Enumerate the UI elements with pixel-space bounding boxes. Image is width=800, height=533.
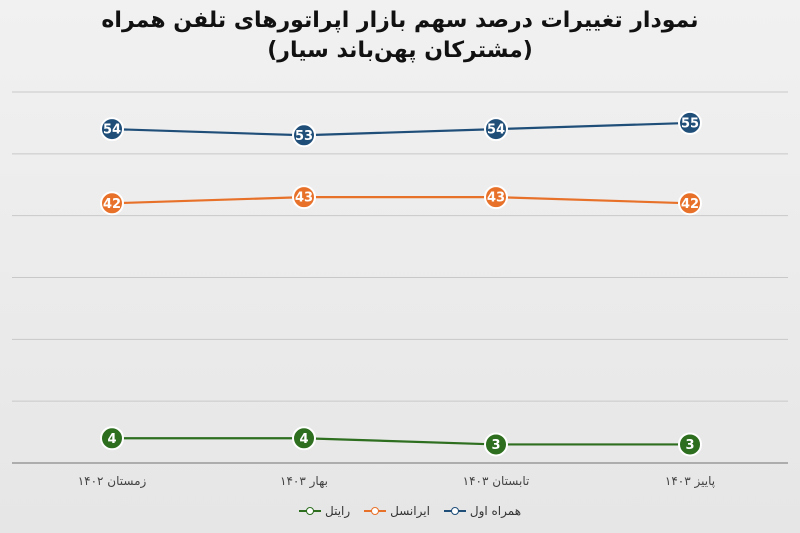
- data-label: 3: [685, 438, 694, 453]
- chart-title: نمودار تغییرات درصد سهم بازار اپراتورهای…: [101, 8, 699, 33]
- series-line: [111, 196, 691, 205]
- data-point: [100, 426, 124, 451]
- data-label: 55: [681, 116, 699, 131]
- data-label: 3: [491, 438, 500, 453]
- data-point: [292, 185, 316, 210]
- x-tick-label: بهار ۱۴۰۳: [280, 474, 328, 489]
- data-point: [678, 110, 702, 135]
- data-point: [292, 426, 316, 451]
- data-point: [678, 432, 702, 457]
- data-label: 42: [681, 197, 699, 212]
- legend-label: همراه اول: [469, 504, 522, 518]
- data-point: [484, 117, 508, 142]
- data-label: 43: [487, 191, 505, 206]
- x-tick-label: زمستان ۱۴۰۲: [78, 474, 147, 489]
- series-line: [111, 121, 691, 137]
- legend-item: همراه اول: [443, 504, 522, 518]
- legend-swatch: [299, 506, 321, 516]
- data-point: [100, 191, 124, 216]
- chart-title-block: نمودار تغییرات درصد سهم بازار اپراتورهای…: [0, 6, 800, 66]
- data-label: 42: [103, 197, 121, 212]
- chart-subtitle: (مشترکان پهن‌باند سیار): [267, 38, 533, 63]
- data-label: 43: [295, 191, 313, 206]
- chart-legend: همراه اول ایرانسل رایتل: [292, 500, 528, 522]
- data-point: [292, 123, 316, 148]
- legend-swatch: [364, 506, 387, 516]
- data-point: [678, 191, 702, 216]
- legend-label: رایتل: [325, 504, 351, 518]
- data-label: 4: [299, 432, 308, 447]
- legend-item: رایتل: [299, 504, 350, 518]
- data-point: [484, 432, 508, 457]
- series-line: [112, 437, 690, 446]
- data-label: 54: [103, 123, 121, 138]
- data-label: 4: [107, 432, 116, 447]
- data-point: [100, 117, 124, 142]
- data-label: 54: [487, 123, 505, 138]
- legend-label: ایرانسل: [390, 504, 430, 518]
- data-point: [484, 185, 508, 210]
- x-tick-label: تابستان ۱۴۰۳: [463, 474, 530, 488]
- x-tick-label: پاییز ۱۴۰۳: [665, 474, 715, 489]
- data-label: 53: [295, 129, 313, 144]
- legend-swatch: [443, 506, 466, 516]
- legend-item: ایرانسل: [364, 504, 430, 518]
